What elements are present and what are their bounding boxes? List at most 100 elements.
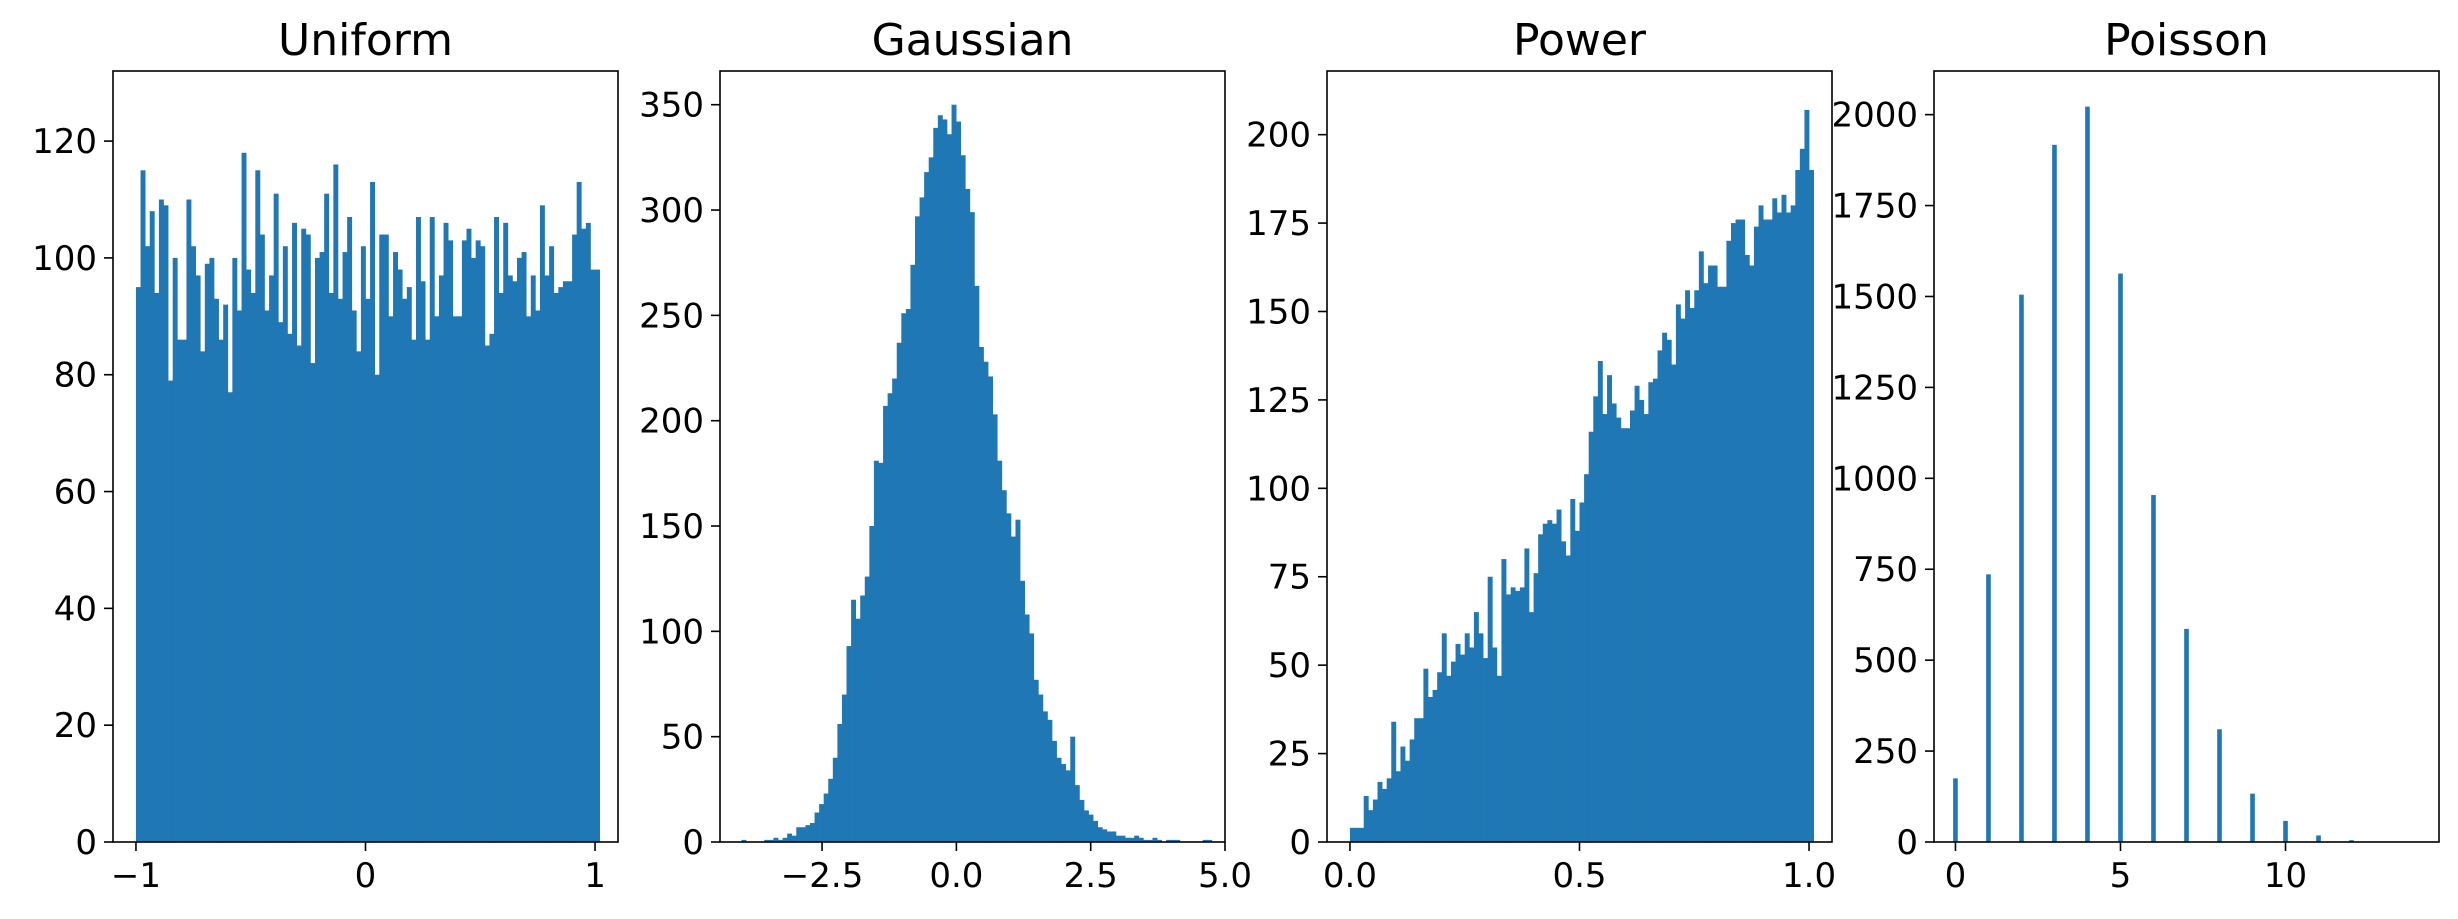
bar [526,316,532,842]
y-tick-label: 1250 [1831,368,1918,408]
y-tick-label: 80 [54,356,97,396]
bars-uniform [135,152,600,843]
bar [1648,382,1654,842]
bar [1986,574,1991,842]
bar [864,576,870,842]
bar [292,222,297,843]
bar [232,257,238,842]
bar [562,281,568,842]
bar [1483,658,1489,842]
bar [434,316,440,842]
y-tick-label: 200 [639,402,704,442]
bar [1414,718,1420,842]
bar [1166,839,1172,842]
bar [135,287,141,842]
bar [924,172,930,843]
bar [1786,212,1792,843]
bar [319,252,325,842]
bar [1391,721,1397,842]
bar [287,333,293,842]
bar [402,298,408,842]
bar [255,170,261,843]
bar [360,246,366,843]
bar [544,275,550,842]
bar [2217,729,2222,842]
bar [310,363,316,842]
bar [374,374,380,842]
y-tick-label: 60 [54,473,97,513]
bar [764,839,770,842]
axes-frame [719,70,1226,843]
bar [494,217,499,842]
bar [1799,148,1805,842]
bar [1029,633,1035,842]
y-tick-label: 1750 [1831,187,1918,227]
bar [1593,396,1599,842]
bar [140,170,146,843]
y-tick-label: 500 [1853,641,1918,681]
bar [1666,339,1672,842]
bar [1510,587,1516,842]
y-tick-label: 250 [1853,732,1918,772]
x-tick-label: 0 [355,856,377,896]
bar [273,193,279,842]
y-tick-label: 300 [639,191,704,231]
bars-poisson [1953,106,2354,842]
bar [855,618,861,842]
bar [214,298,219,842]
bar [576,181,582,843]
y-tick-label: 175 [1246,204,1311,244]
bar [1565,555,1571,842]
bar [149,211,155,842]
bar [1675,304,1681,842]
bar [1953,778,1958,842]
bar [1088,814,1094,842]
bar [342,252,348,842]
bar [1143,839,1149,842]
bar [1115,835,1121,842]
bar [264,310,270,843]
x-tick-label: −2.5 [781,856,864,896]
bar [1744,254,1750,842]
bar [1450,661,1456,842]
chart-title: Gaussian [872,15,1074,66]
bar [1001,490,1007,842]
bar [1061,764,1067,842]
bar [1070,736,1076,842]
bar [814,812,820,842]
bar [1052,740,1057,842]
bar [181,339,187,842]
bar [1767,219,1773,843]
bar [1753,226,1759,843]
bar [370,181,376,843]
bar [163,205,169,843]
bar [397,269,403,843]
x-tick-label: 1 [584,856,606,896]
bar [1138,837,1144,842]
bar [1464,633,1470,842]
bar [328,292,334,842]
bar [259,234,265,843]
bar [365,298,371,842]
bar [204,263,210,842]
bar [1428,697,1433,842]
bar [1042,711,1048,842]
bar [942,119,948,842]
bar [969,212,975,842]
bar [172,257,178,842]
bar [517,257,522,842]
bar [1487,576,1493,842]
bar [1473,612,1479,842]
bar [379,234,385,843]
bar [1680,318,1686,842]
bar [406,287,412,842]
bar [1712,265,1718,842]
bar [1207,839,1213,842]
bar [1694,290,1700,842]
bar [438,275,444,842]
y-tick-label: 0 [1289,823,1311,863]
y-tick-label: 0 [1896,823,1918,863]
bar [411,339,417,842]
bar [1652,378,1658,842]
bar [595,269,600,843]
